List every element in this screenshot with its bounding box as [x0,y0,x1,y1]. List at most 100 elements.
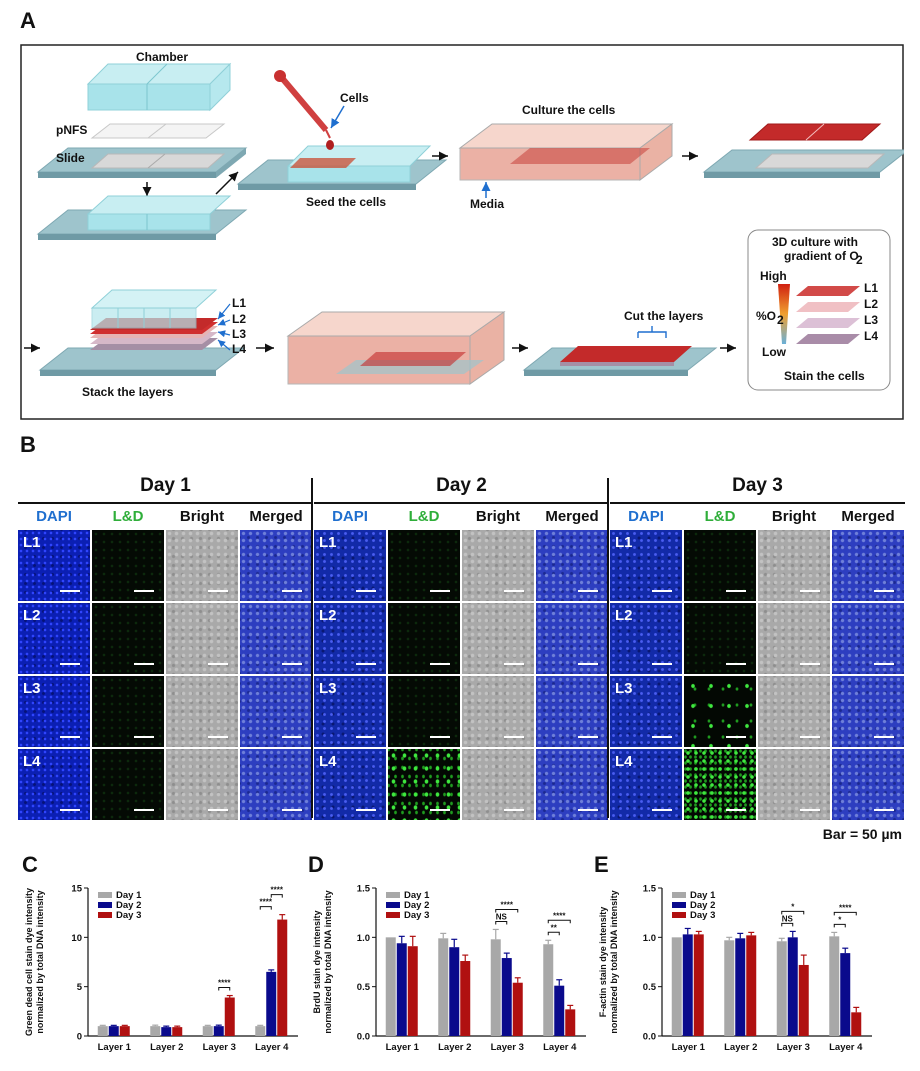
scale-bar [800,736,820,738]
scale-bar [60,809,80,811]
scale-bar [652,663,672,665]
significance-label: **** [839,903,852,912]
significance-label: **** [501,900,514,909]
layer-label: L3 [615,680,633,697]
significance-label: **** [260,898,273,907]
layer-label: L2 [23,607,41,624]
significance-bracket [781,922,794,927]
bar [746,935,757,1036]
gradient-title-2: gradient of O [784,249,859,263]
bar [119,1026,130,1036]
micrograph-l4-ld [92,749,164,820]
seed-label: Seed the cells [306,195,386,209]
micrograph-l1-bright [462,530,534,601]
legend-label: Day 3 [116,910,141,921]
legend-swatch [386,902,400,908]
scale-bar [430,809,450,811]
micrograph-l4-dapi: L4 [314,749,386,820]
stack-l1: L1 [232,296,246,310]
micrograph-l1-bright [166,530,238,601]
layer-label: L1 [319,534,337,551]
significance-bracket [218,987,231,991]
micrograph-l2-ld [388,603,460,674]
scale-bar [578,809,598,811]
scale-bar [208,809,228,811]
micrograph-l3-bright [166,676,238,747]
x-tick-label: Layer 4 [829,1042,863,1053]
bar [787,937,798,1036]
x-tick-label: Layer 1 [386,1042,420,1053]
bar [724,940,735,1036]
scale-bar [800,663,820,665]
legend-swatch [672,912,686,918]
scale-bar [874,663,894,665]
grad-l2: L2 [864,297,878,311]
chart-d: BrdU stain dye intensity normalized by to… [312,884,586,1053]
significance-bracket [495,908,519,913]
day-divider-line [610,502,905,504]
gradient-title-sub: 2 [856,253,863,267]
bar [202,1026,213,1036]
scale-bar [208,736,228,738]
micrograph-l2-bright [758,603,830,674]
panel-label-c: C [22,852,38,877]
significance-label: **** [271,886,284,895]
scale-bar [504,809,524,811]
grad-l4: L4 [864,329,878,343]
o2-sub: 2 [777,313,784,327]
legend-label: Day 1 [690,890,716,901]
channel-label-ld: L&D [112,508,144,525]
significance-bracket [547,919,571,924]
micrograph-l4-merged [832,749,904,820]
micrograph-l4-dapi: L4 [610,749,682,820]
channel-label-merged: Merged [249,508,303,525]
significance-label: **** [553,911,566,920]
micrograph-l3-merged [536,676,608,747]
x-tick-label: Layer 4 [255,1042,289,1053]
micrograph-l3-bright [462,676,534,747]
micrograph-l3-merged [832,676,904,747]
scale-bar-label: Bar = 50 µm [822,826,902,842]
scale-bar [726,736,746,738]
legend-label: Day 1 [116,890,142,901]
stacked-culture [286,311,506,385]
layer-label: L1 [615,534,633,551]
scale-bar [578,663,598,665]
scale-bar [356,736,376,738]
micrograph-l4-merged [240,749,312,820]
layer-label: L4 [615,753,633,770]
bar [161,1027,172,1036]
micrograph-l1-ld [92,530,164,601]
bar [798,964,809,1036]
pnfs-pulled [702,123,904,178]
legend-swatch [672,892,686,898]
scale-bar [504,590,524,592]
stain-label: Stain the cells [784,369,865,383]
slide-shape [36,147,248,178]
bar [776,941,787,1036]
bar [543,944,554,1036]
day-separator [311,478,313,818]
bar [385,937,396,1036]
x-tick-label: Layer 3 [491,1042,524,1053]
legend-swatch [386,892,400,898]
micrograph-l2-dapi: L2 [314,603,386,674]
cut-label: Cut the layers [624,309,704,323]
day-title-3: Day 3 [732,475,783,496]
scale-bar [430,590,450,592]
micrograph-l1-merged [536,530,608,601]
bar [108,1026,119,1036]
low-label: Low [762,345,787,359]
day-title-2: Day 2 [436,475,487,496]
stack-setup [38,289,246,376]
scale-bar [800,590,820,592]
scale-bar [800,809,820,811]
scale-bar [504,663,524,665]
y-tick-label: 1.5 [357,884,371,895]
scale-bar [430,736,450,738]
micrograph-l2-ld [92,603,164,674]
y-tick-label: 10 [71,933,82,944]
channel-label-dapi: DAPI [36,508,72,525]
scale-bar [356,590,376,592]
legend-swatch [98,892,112,898]
